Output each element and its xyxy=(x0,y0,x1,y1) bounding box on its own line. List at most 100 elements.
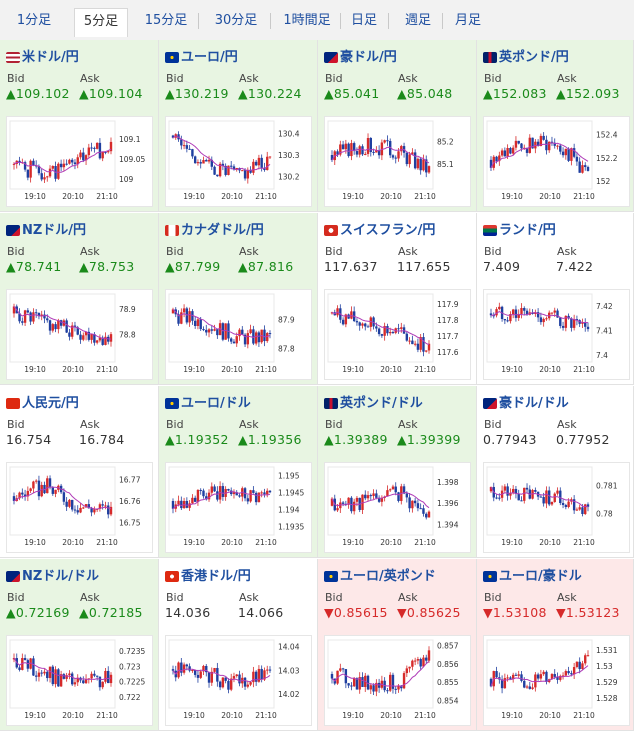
mini-candle-chart[interactable]: 130.4 130.3 130.2 19:10 20:10 21:10 xyxy=(165,116,312,207)
candle-body xyxy=(550,501,554,505)
pair-title-link[interactable]: NZドル/円 xyxy=(6,219,86,238)
y-tick-label: 7.42 xyxy=(596,302,613,311)
candle-body xyxy=(34,312,38,314)
pair-title-link[interactable]: 英ポンド/ドル xyxy=(324,392,423,411)
tab-4[interactable]: 1時間足 xyxy=(283,13,331,28)
eu-us-flag-icon xyxy=(165,398,179,409)
pair-card[interactable]: NZドル/ドル Bid Ask ▲0.72169 ▲0.72185 0.7235 0.723… xyxy=(0,559,159,731)
pair-card[interactable]: 人民元/円 Bid Ask 16.754 16.784 16.77 16.76 16.75 19… xyxy=(0,386,159,558)
pair-title-link[interactable]: ユーロ/円 xyxy=(165,46,238,65)
mini-candle-chart[interactable]: 1.398 1.396 1.394 19:10 20:10 21:10 xyxy=(324,462,471,553)
mini-candle-chart[interactable]: 87.9 87.8 19:10 20:10 21:10 xyxy=(165,289,312,380)
candle-body xyxy=(205,496,208,500)
pair-card[interactable]: カナダドル/円 Bid Ask ▲87.799 ▲87.816 87.9 87.8 19:10… xyxy=(159,213,318,385)
pair-card[interactable]: 英ポンド/ドル Bid Ask ▲1.39389 ▲1.39399 1.398 1.396 1… xyxy=(318,386,477,558)
mini-candle-chart[interactable]: 0.857 0.856 0.855 0.854 19:10 20:10 21:10 xyxy=(324,635,471,726)
pair-title-link[interactable]: カナダドル/円 xyxy=(165,219,264,238)
candle-body xyxy=(98,504,102,509)
pair-title-link[interactable]: 人民元/円 xyxy=(6,392,79,411)
plot-frame xyxy=(9,293,116,363)
candle-body xyxy=(180,662,183,673)
pair-card[interactable]: ユーロ/ドル Bid Ask ▲1.19352 ▲1.19356 1.195 1.1945 1… xyxy=(159,386,318,558)
pair-title-link[interactable]: ユーロ/豪ドル xyxy=(483,565,582,584)
mini-candle-chart[interactable]: 117.9 117.8 117.7 117.6 19:10 20:10 21:10 xyxy=(324,289,471,380)
pair-title-link[interactable]: スイスフラン/円 xyxy=(324,219,435,238)
pair-title-link[interactable]: 米ドル/円 xyxy=(6,46,79,65)
candle-body xyxy=(567,315,570,319)
ask-label: Ask xyxy=(80,591,100,604)
mini-candle-chart[interactable]: 85.2 85.1 19:10 20:10 21:10 xyxy=(324,116,471,207)
mini-candle-chart[interactable]: 0.781 0.78 19:10 20:10 21:10 xyxy=(483,462,630,553)
candle-body xyxy=(76,677,79,683)
pair-title-link[interactable]: 香港ドル/円 xyxy=(165,565,251,584)
mini-candle-chart[interactable]: 7.42 7.41 7.4 19:10 20:10 21:10 xyxy=(483,289,630,380)
pair-name: ユーロ/豪ドル xyxy=(499,569,582,584)
pair-title-link[interactable]: NZドル/ドル xyxy=(6,565,99,584)
tab-5[interactable]: 日足 xyxy=(350,13,377,28)
pair-card[interactable]: 米ドル/円 Bid Ask ▲109.102 ▲109.104 109.1 109.05 10… xyxy=(0,40,159,212)
mini-candle-chart[interactable]: 109.1 109.05 109 19:10 20:10 21:10 xyxy=(6,116,153,207)
mini-candle-chart[interactable]: 1.195 1.1945 1.194 1.1935 19:10 20:10 21:10 xyxy=(165,462,312,553)
tab-2[interactable]: 15分足 xyxy=(144,13,188,28)
pair-card[interactable]: ランド/円 Bid Ask 7.409 7.422 7.42 7.41 7.4 19:10 20:… xyxy=(477,213,634,385)
candle-body xyxy=(65,320,68,333)
pair-title-link[interactable]: ユーロ/英ポンド xyxy=(324,565,436,584)
candle-body xyxy=(37,672,41,677)
candle-body xyxy=(416,659,420,661)
candle-body xyxy=(48,320,52,331)
pair-card[interactable]: 豪ドル/ドル Bid Ask 0.77943 0.77952 0.781 0.78 19:10… xyxy=(477,386,634,558)
candle-body xyxy=(48,478,52,488)
candle-body xyxy=(249,169,252,173)
pair-card[interactable]: ユーロ/豪ドル Bid Ask ▼1.53108 ▼1.53123 1.531 1.53 1.… xyxy=(477,559,634,731)
chart-svg: 130.4 130.3 130.2 19:10 20:10 21:10 xyxy=(168,120,300,201)
candle-body xyxy=(191,149,194,157)
tab-0[interactable]: 1分足 xyxy=(16,13,52,28)
mini-candle-chart[interactable]: 0.7235 0.723 0.7225 0.722 19:10 20:10 21:10 xyxy=(6,635,153,726)
pair-card[interactable]: NZドル/円 Bid Ask ▲78.741 ▲78.753 78.9 78.8 19:10 2… xyxy=(0,213,159,385)
mini-candle-chart[interactable]: 16.77 16.76 16.75 19:10 20:10 21:10 xyxy=(6,462,153,553)
pair-card[interactable]: 香港ドル/円 Bid Ask 14.036 14.066 14.04 14.03 14.02 1… xyxy=(159,559,318,731)
candle-body xyxy=(260,157,263,168)
candle-body xyxy=(93,147,96,149)
pair-title-link[interactable]: 豪ドル/ドル xyxy=(483,392,569,411)
candle-body xyxy=(581,507,584,515)
mini-candle-chart[interactable]: 152.4 152.2 152 19:10 20:10 21:10 xyxy=(483,116,630,207)
pair-card[interactable]: ユーロ/英ポンド Bid Ask ▼0.85615 ▼0.85625 0.857 0.856… xyxy=(318,559,477,731)
pair-card[interactable]: 豪ドル/円 Bid Ask ▲85.041 ▲85.048 85.2 85.1 19:10 20… xyxy=(318,40,477,212)
pair-card[interactable]: 英ポンド/円 Bid Ask ▲152.083 ▲152.093 152.4 152.2 15… xyxy=(477,40,634,212)
chart-svg: 0.857 0.856 0.855 0.854 19:10 20:10 21:10 xyxy=(327,639,459,720)
candle-body xyxy=(199,162,202,164)
pair-card[interactable]: ユーロ/円 Bid Ask ▲130.219 ▲130.224 130.4 130.3 130… xyxy=(159,40,318,212)
pair-title-link[interactable]: 豪ドル/円 xyxy=(324,46,397,65)
candle-body xyxy=(18,313,21,322)
moving-average-line xyxy=(490,665,589,687)
candle-body xyxy=(394,688,397,690)
pair-title-link[interactable]: 英ポンド/円 xyxy=(483,46,569,65)
ask-value: 7.422 xyxy=(556,259,594,274)
pair-title-link[interactable]: ユーロ/ドル xyxy=(165,392,251,411)
candle-body xyxy=(82,152,85,161)
candle-body xyxy=(21,492,24,495)
chart-svg: 0.7235 0.723 0.7225 0.722 19:10 20:10 21:10 xyxy=(9,639,145,720)
candle-body xyxy=(561,151,565,156)
bid-label: Bid xyxy=(166,245,184,258)
candle-body xyxy=(386,140,389,142)
mini-candle-chart[interactable]: 78.9 78.8 19:10 20:10 21:10 xyxy=(6,289,153,380)
tab-3[interactable]: 30分足 xyxy=(214,13,258,28)
candle-body xyxy=(43,671,46,674)
pair-title-link[interactable]: ランド/円 xyxy=(483,219,556,238)
candle-body xyxy=(534,490,537,492)
tab-7[interactable]: 月足 xyxy=(454,13,481,28)
candle-body xyxy=(182,664,186,673)
eu-au-flag-icon xyxy=(483,571,497,582)
mini-candle-chart[interactable]: 1.531 1.53 1.529 1.528 19:10 20:10 21:10 xyxy=(483,635,630,726)
tab-1[interactable]: 5分足 xyxy=(74,8,128,37)
pair-card[interactable]: スイスフラン/円 Bid Ask 117.637 117.655 117.9 117.8 11… xyxy=(318,213,477,385)
tab-6[interactable]: 週足 xyxy=(404,13,431,28)
candle-body xyxy=(65,163,68,165)
y-tick-label: 0.855 xyxy=(437,678,459,687)
candle-body xyxy=(355,678,359,690)
candle-body xyxy=(550,312,554,314)
candle-body xyxy=(539,674,543,679)
mini-candle-chart[interactable]: 14.04 14.03 14.02 19:10 20:10 21:10 xyxy=(165,635,312,726)
